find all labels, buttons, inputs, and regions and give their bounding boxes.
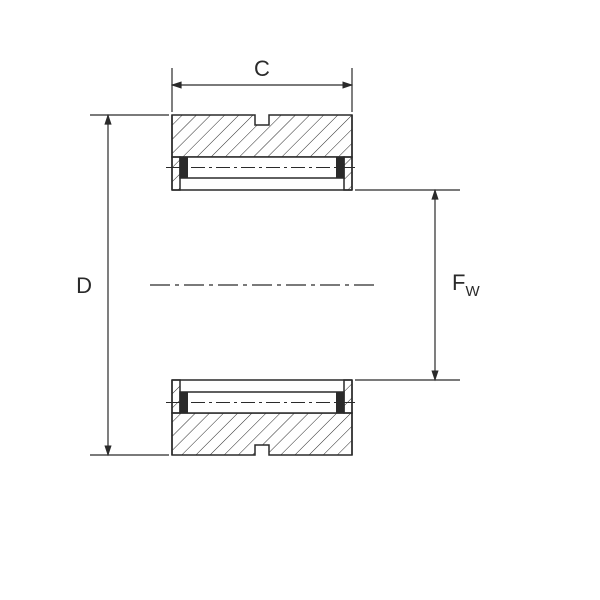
label-fw: FW: [452, 270, 480, 300]
label-d: D: [76, 273, 92, 298]
upper-roller: [166, 157, 358, 178]
label-c: C: [254, 56, 270, 81]
lower-roller: [166, 392, 358, 413]
dimension-c: C: [172, 56, 352, 112]
diagram-svg: C D FW: [0, 0, 600, 600]
bearing-diagram: C D FW: [0, 0, 600, 600]
